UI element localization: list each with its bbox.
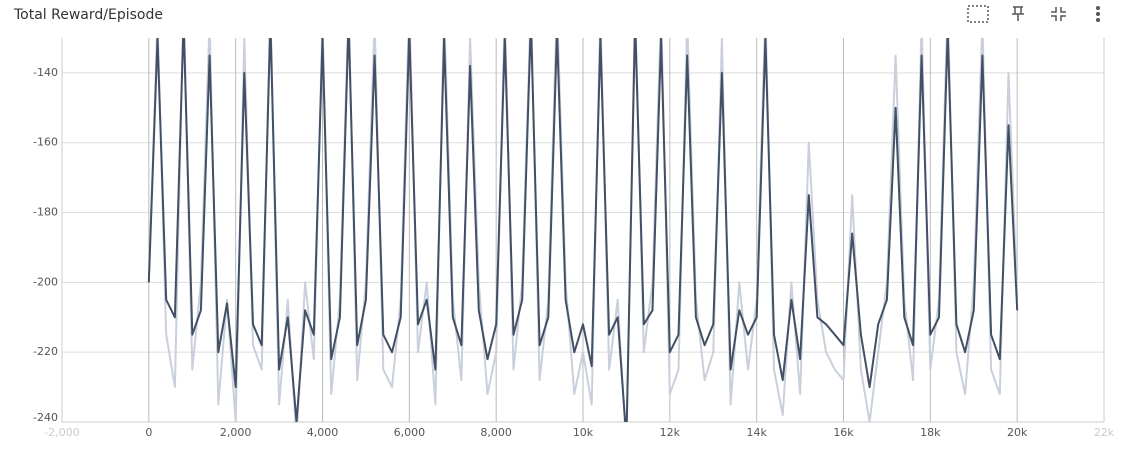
x-tick-label: 0: [145, 426, 152, 439]
y-tick-label: -180: [33, 206, 58, 219]
x-tick-label: 6,000: [394, 426, 426, 439]
x-tick-label: 18k: [920, 426, 941, 439]
fit-domain-button[interactable]: [967, 5, 989, 23]
x-tick-label: -2,000: [44, 426, 79, 439]
y-tick-label: -200: [33, 275, 58, 288]
collapse-button[interactable]: [1051, 7, 1066, 21]
series-line: [147, 38, 1019, 422]
chart-title: Total Reward/Episode: [13, 7, 163, 23]
x-tick-label: 12k: [660, 426, 681, 439]
y-tick-label: -240: [33, 411, 58, 424]
x-tick-label: 8,000: [480, 426, 512, 439]
more-button[interactable]: [1096, 6, 1100, 22]
x-tick-label: 20k: [1007, 426, 1028, 439]
y-tick-label: -160: [33, 136, 58, 149]
y-tick-label: -220: [33, 345, 58, 358]
toolbar: [967, 5, 1100, 23]
y-tick-label: -140: [33, 66, 58, 79]
x-tick-label: 4,000: [307, 426, 339, 439]
x-tick-label: 2,000: [220, 426, 252, 439]
pin-button[interactable]: [1012, 6, 1024, 21]
x-tick-label: 10k: [573, 426, 594, 439]
x-tick-label: 16k: [833, 426, 854, 439]
x-tick-label: 14k: [746, 426, 767, 439]
x-tick-label: 22k: [1094, 426, 1115, 439]
